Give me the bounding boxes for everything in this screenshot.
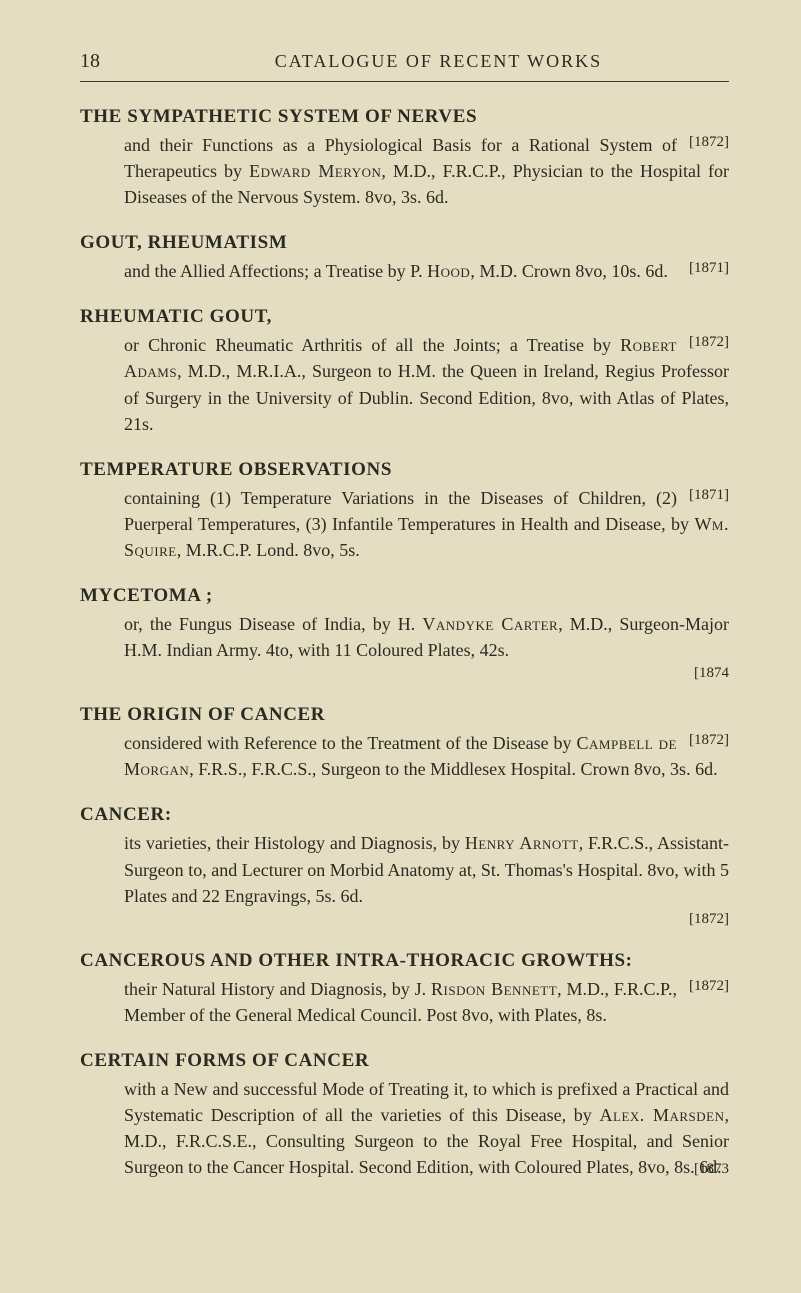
entry-text: considered with Reference to the Treatme… — [124, 733, 577, 753]
entry-text: , M.D. Crown 8vo, 10s. 6d. — [470, 261, 668, 281]
entry-text: , F.R.S., F.R.C.S., Surgeon to the Middl… — [189, 759, 717, 779]
entry-body: or, the Fungus Disease of India, by H. V… — [80, 611, 729, 663]
entry-year: [1872] — [689, 976, 729, 998]
entry-body: its varieties, their Histology and Diagn… — [80, 830, 729, 908]
entry-text: or, the Fungus Disease of India, by H. — [124, 614, 422, 634]
author-name: Alex. Marsden — [600, 1105, 725, 1125]
entry-body: [1871] and the Allied Affections; a Treat… — [80, 258, 729, 284]
entry-title: GOUT, RHEUMATISM — [80, 232, 729, 254]
page-number: 18 — [80, 50, 100, 73]
entry-year: [1872] — [689, 132, 729, 154]
page-header: 18 CATALOGUE OF RECENT WORKS — [80, 50, 729, 73]
catalogue-entry: RHEUMATIC GOUT, [1872] or Chronic Rheumati… — [80, 306, 729, 436]
entry-title: TEMPERATURE OBSERVATIONS — [80, 459, 729, 481]
catalogue-entry: THE ORIGIN OF CANCER [1872] considered wit… — [80, 704, 729, 782]
entry-text: and the Allied Affections; a Treatise by… — [124, 261, 427, 281]
entry-text: or Chronic Rheumatic Arthritis of all th… — [124, 335, 620, 355]
entry-title: THE ORIGIN OF CANCER — [80, 704, 729, 726]
author-name: Hood — [427, 261, 470, 281]
entry-body: [1872] their Natural History and Diagnosi… — [80, 976, 729, 1028]
entry-year: [1872] — [689, 332, 729, 354]
entry-title: CANCER: — [80, 804, 729, 826]
entry-text: their Natural History and Diagnosis, by … — [124, 979, 431, 999]
entry-year: [1872] — [689, 730, 729, 752]
entry-text: , M.R.C.P. Lond. 8vo, 5s. — [177, 540, 360, 560]
entry-title: CANCEROUS AND OTHER INTRA-THORACIC GROWT… — [80, 950, 729, 972]
author-name: Risdon Bennett — [431, 979, 557, 999]
catalogue-entry: CERTAIN FORMS OF CANCER with a New and su… — [80, 1050, 729, 1180]
entry-title: THE SYMPATHETIC SYSTEM OF NERVES — [80, 106, 729, 128]
entry-body: with a New and successful Mode of Treati… — [80, 1076, 729, 1180]
catalogue-entry: TEMPERATURE OBSERVATIONS [1871]containing… — [80, 459, 729, 563]
catalogue-entry: CANCER: its varieties, their Histology an… — [80, 804, 729, 927]
author-name: Henry Arnott — [465, 833, 579, 853]
entry-body: [1872] considered with Reference to the T… — [80, 730, 729, 782]
catalogue-entry: CANCEROUS AND OTHER INTRA-THORACIC GROWT… — [80, 950, 729, 1028]
entries-container: THE SYMPATHETIC SYSTEM OF NERVES[1872]an… — [80, 106, 729, 1180]
entry-year: [1872] — [80, 911, 729, 928]
author-name: Edward Meryon — [249, 161, 381, 181]
catalogue-entry: MYCETOMA ; or, the Fungus Disease of Indi… — [80, 585, 729, 682]
entry-title: CERTAIN FORMS OF CANCER — [80, 1050, 729, 1072]
entry-year: [1871] — [689, 485, 729, 507]
entry-body: [1872]and their Functions as a Physiolog… — [80, 132, 729, 210]
entry-title: MYCETOMA ; — [80, 585, 729, 607]
catalogue-entry: THE SYMPATHETIC SYSTEM OF NERVES [1872]an… — [80, 106, 729, 210]
entry-text: containing (1) Temperature Variations in… — [124, 488, 694, 534]
entry-year: [1874 — [80, 665, 729, 682]
entry-title: RHEUMATIC GOUT, — [80, 306, 729, 328]
entry-body: [1871]containing (1) Temperature Variati… — [80, 485, 729, 563]
entry-year: [1871] — [689, 258, 729, 280]
author-name: Vandyke Carter — [422, 614, 558, 634]
running-head: CATALOGUE OF RECENT WORKS — [148, 51, 729, 72]
catalogue-entry: GOUT, RHEUMATISM [1871] and the Allied Aff… — [80, 232, 729, 284]
entry-text: its varieties, their Histology and Diagn… — [124, 833, 465, 853]
entry-body: [1872] or Chronic Rheumatic Arthritis of … — [80, 332, 729, 436]
entry-text: , M.D., M.R.I.A., Surgeon to H.M. the Qu… — [124, 361, 729, 433]
header-rule — [80, 81, 729, 82]
